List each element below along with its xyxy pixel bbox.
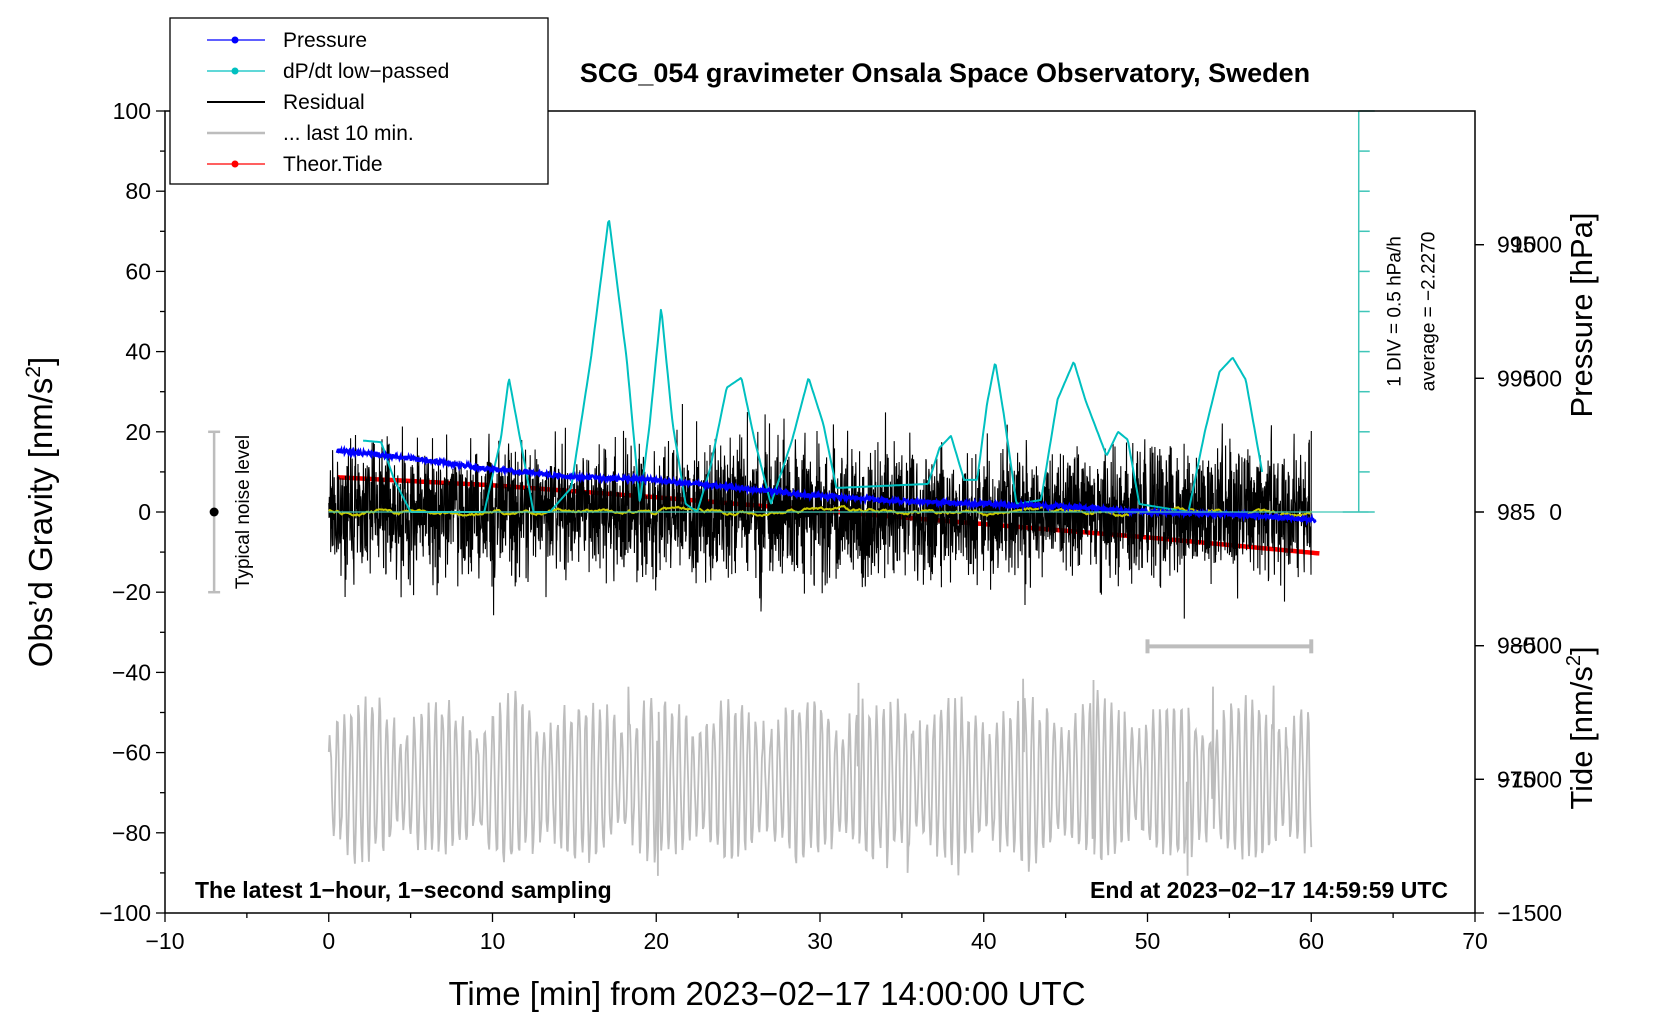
y-tick-label: −40 [112, 659, 151, 685]
chart-title: SCG_054 gravimeter Onsala Space Observat… [580, 58, 1310, 88]
y-tick-label: −20 [112, 579, 151, 605]
plot-annotations: Typical noise level 1 DIV = 0.5 hPa/h aver… [208, 110, 1440, 654]
note-sampling: The latest 1−hour, 1−second sampling [195, 877, 612, 903]
y-tick-label: 60 [125, 258, 151, 284]
noise-level-center-dot [209, 507, 219, 517]
tide-tick-label: −500 [1510, 633, 1562, 659]
legend-entry-residual: Residual [207, 91, 365, 114]
pressure-tick-label: 990 [1497, 365, 1535, 391]
x-tick-label: 0 [322, 928, 335, 954]
y-tick-label: −80 [112, 820, 151, 846]
x-axis-title: Time [min] from 2023−02−17 14:00:00 UTC [448, 975, 1085, 1012]
x-tick-label: 50 [1135, 928, 1161, 954]
y-tick-label: 40 [125, 339, 151, 365]
y-axis-title-tide: Tide [nm/s2] [1563, 646, 1599, 809]
y-axis-title-gravity-text: Obs’d Gravity [nm/s [22, 378, 59, 668]
y-axis-title-tide-text: Tide [nm/s [1564, 666, 1599, 810]
pressure-tick-label: 995 [1497, 232, 1535, 258]
legend-entry-dpdt: dP/dt low−passed [207, 60, 449, 83]
series-pressure-line [335, 444, 1317, 527]
pressure-tick-label: 985 [1497, 499, 1535, 525]
legend-entry-pressure: Pressure [207, 29, 367, 52]
legend-marker-pressure [231, 36, 239, 44]
legend: Pressure dP/dt low−passed Residual ... l… [169, 17, 549, 185]
y-axis-title-pressure: Pressure [hPa] [1564, 212, 1599, 417]
series-last10-line [327, 678, 1313, 876]
x-tick-label: 20 [643, 928, 669, 954]
y-tick-label: 100 [113, 98, 151, 124]
tide-tick-label: 0 [1549, 499, 1562, 525]
x-tick-label: 10 [480, 928, 506, 954]
tide-tick-label: −1500 [1497, 900, 1562, 926]
legend-entry-tide: Theor.Tide [207, 153, 383, 176]
tide-tick-label: 500 [1524, 365, 1562, 391]
x-tick-label: 60 [1298, 928, 1324, 954]
y-tick-label: 20 [125, 419, 151, 445]
dpdt-div-label: 1 DIV = 0.5 hPa/h [1385, 236, 1406, 387]
x-tick-label: −10 [145, 928, 184, 954]
x-tick-label: 70 [1462, 928, 1488, 954]
plot-axes: −10 0 10 20 30 40 50 60 70−100−80−60−40−20020406… [99, 98, 1562, 954]
y-tick-label: 80 [125, 178, 151, 204]
y-axis-title-gravity-close: ] [22, 357, 59, 366]
legend-label-residual: Residual [283, 91, 365, 114]
noise-level-label: Typical noise level [233, 435, 254, 589]
series-dpdt-line [363, 220, 1264, 513]
legend-entry-last10: ... last 10 min. [207, 122, 414, 145]
y-axis-title-tide-sup: 2 [1563, 655, 1585, 666]
y-tick-label: −100 [99, 900, 151, 926]
y-axis-title-gravity: Obs’d Gravity [nm/s2] [22, 357, 59, 668]
x-tick-label: 40 [971, 928, 997, 954]
y-tick-label: −60 [112, 740, 151, 766]
note-end-time: End at 2023−02−17 14:59:59 UTC [1090, 877, 1448, 903]
y-tick-label: 0 [138, 499, 151, 525]
legend-label-last10: ... last 10 min. [283, 122, 414, 145]
legend-label-pressure: Pressure [283, 29, 367, 52]
dpdt-average-label: average = −2.2270 [1419, 232, 1440, 392]
pressure-tick-label: 980 [1497, 633, 1535, 659]
legend-marker-tide [231, 160, 239, 168]
legend-label-tide: Theor.Tide [283, 153, 383, 176]
y-axis-title-gravity-sup: 2 [22, 366, 45, 378]
legend-marker-dpdt [231, 67, 239, 75]
tide-tick-label: 1000 [1511, 232, 1562, 258]
series-residual-line [328, 403, 1312, 619]
x-tick-label: 30 [807, 928, 833, 954]
pressure-tick-label: 975 [1497, 766, 1535, 792]
y-axis-title-tide-close: ] [1564, 646, 1599, 655]
tide-tick-label: −1000 [1497, 766, 1562, 792]
legend-label-dpdt: dP/dt low−passed [283, 60, 449, 83]
